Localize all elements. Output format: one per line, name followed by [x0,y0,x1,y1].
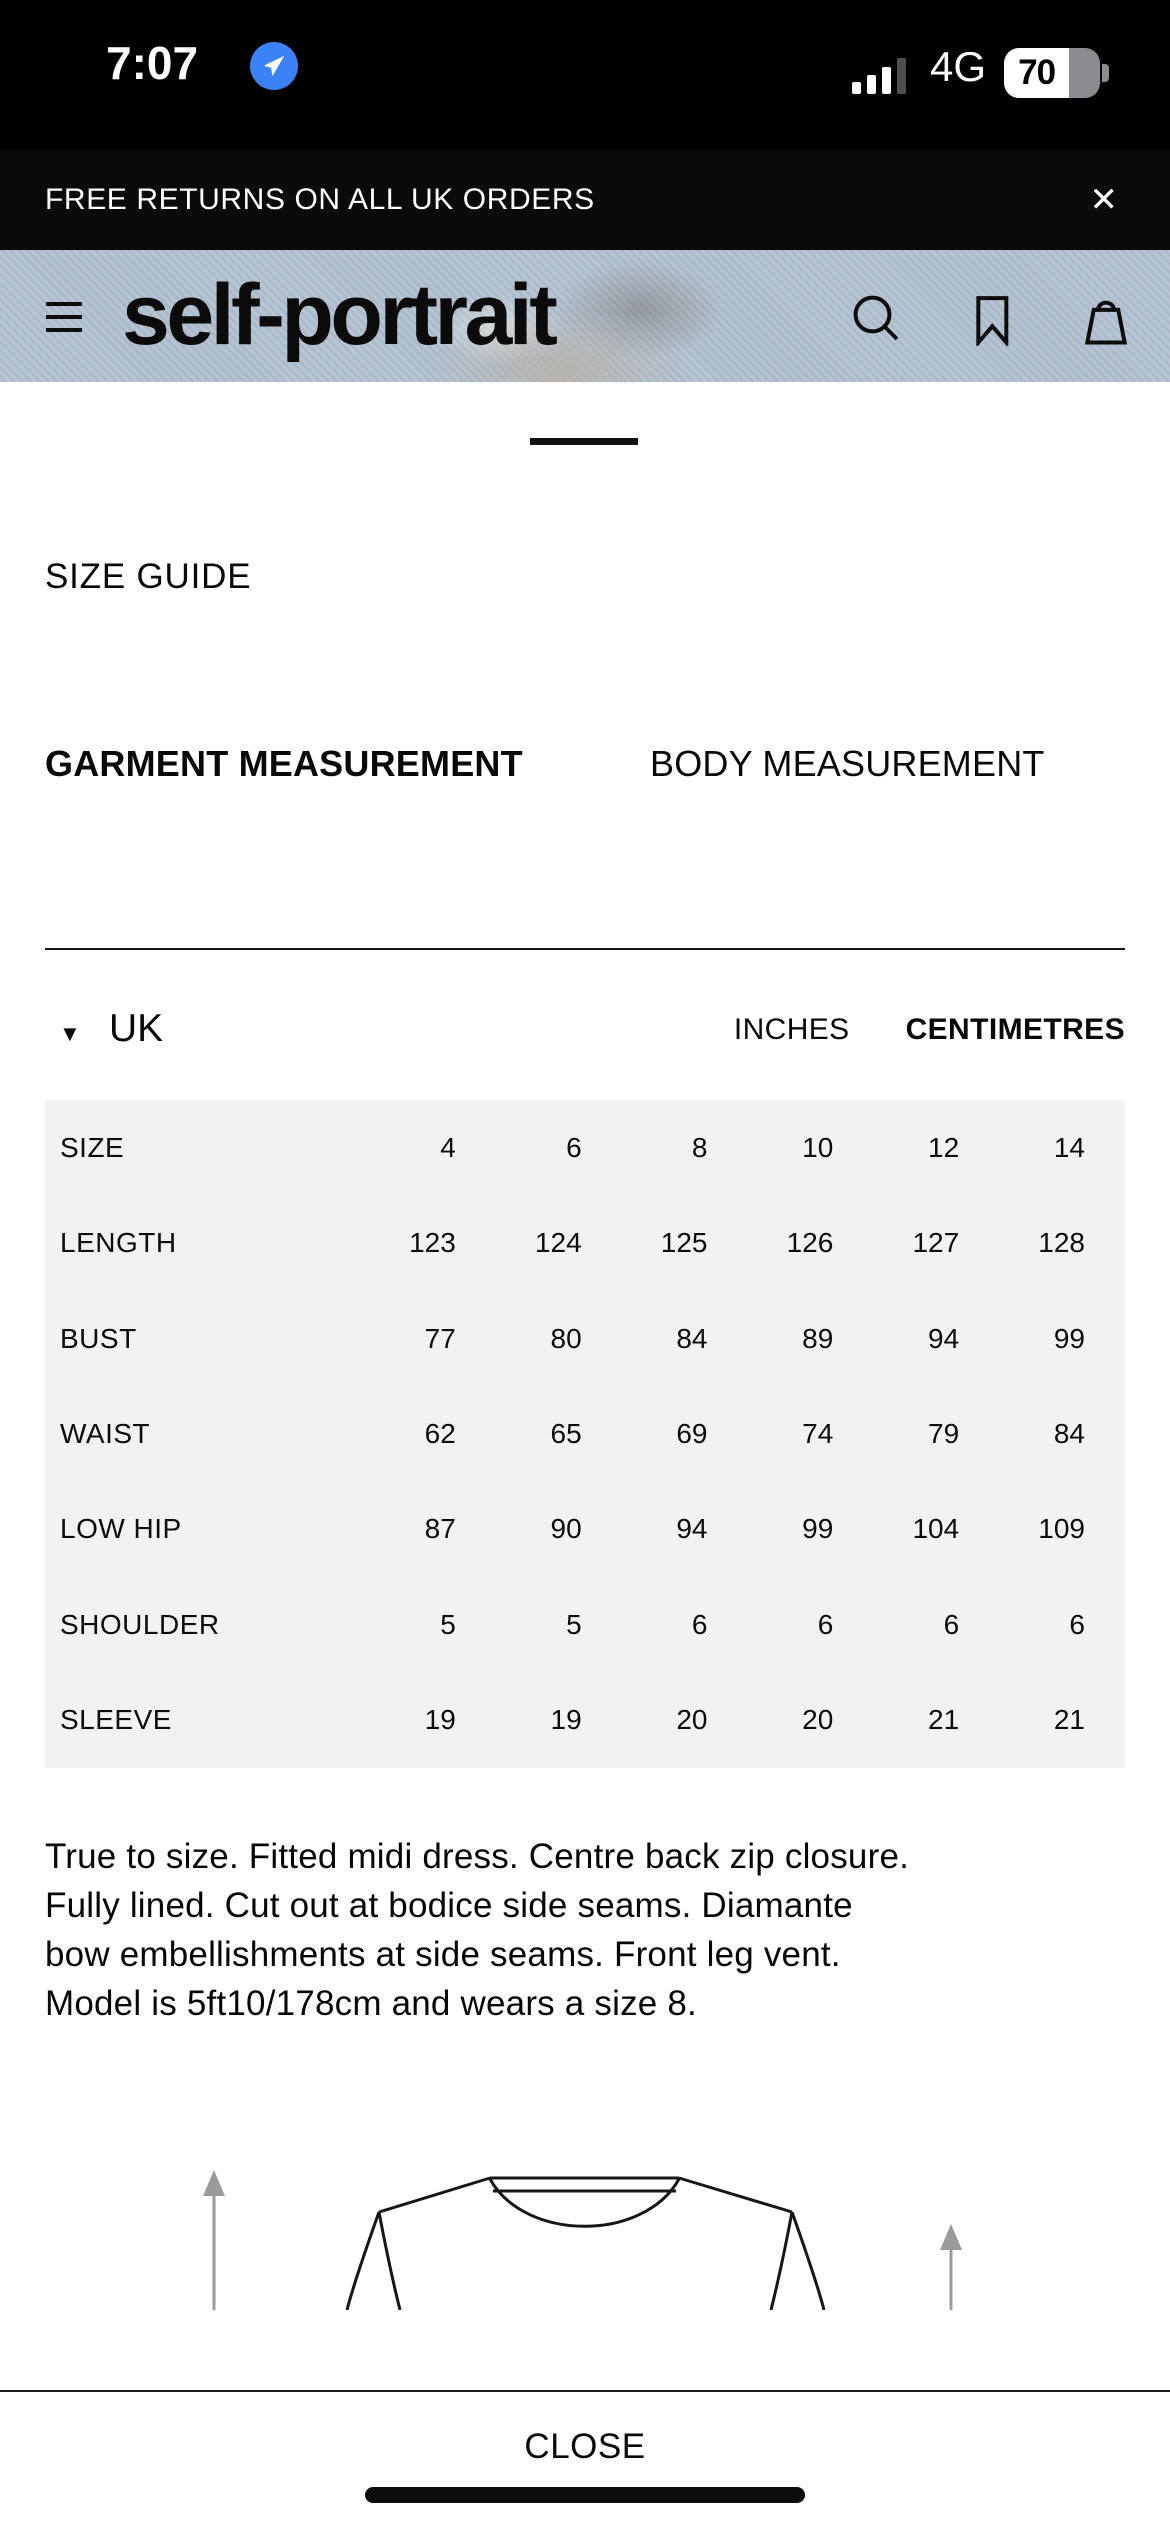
product-description: True to size. Fitted midi dress. Centre … [45,1832,1095,2028]
row-label: WAIST [60,1417,151,1449]
table-row: LOW HIP 87 90 94 99 104 109 [45,1482,1125,1577]
row-label: SHOULDER [60,1608,220,1640]
table-row: SHOULDER 5 5 6 6 6 6 [45,1577,1125,1672]
cell: 69 [676,1417,708,1449]
unit-toggle-centimetres[interactable]: CENTIMETRES [905,1013,1125,1046]
cell: 6 [691,1608,708,1640]
garment-diagram [203,2170,962,2310]
battery-nub [1102,64,1109,82]
site-header: self-portrait [0,250,1170,382]
cell: 104 [912,1513,960,1545]
tab-garment-measurement[interactable]: GARMENT MEASUREMENT [45,743,523,784]
cellular-signal-icon [852,58,912,94]
description-line: Fully lined. Cut out at bodice side seam… [45,1886,853,1925]
cell: 65 [550,1417,582,1449]
bookmark-icon[interactable] [962,290,1018,346]
network-type-label: 4G [930,43,987,90]
unit-toggle-inches[interactable]: INCHES [733,1013,850,1046]
cell: 123 [409,1227,456,1259]
promo-banner-text: FREE RETURNS ON ALL UK ORDERS [45,183,595,216]
cell: 8 [691,1131,708,1163]
tab-body-measurement[interactable]: BODY MEASUREMENT [650,743,1045,784]
close-button-label: CLOSE [524,2427,646,2466]
cell: 21 [1053,1704,1085,1736]
table-row: LENGTH 123 124 125 126 127 128 [45,1195,1125,1290]
cell: 80 [550,1322,582,1354]
table-row: WAIST 62 65 69 74 79 84 [45,1386,1125,1481]
cell: 84 [676,1322,708,1354]
page-title: SIZE GUIDE [45,557,252,596]
cell: 20 [802,1704,834,1736]
row-label: LOW HIP [60,1513,182,1545]
shopping-bag-icon[interactable] [1078,290,1134,346]
cell: 21 [928,1704,960,1736]
cell: 99 [1053,1322,1085,1354]
region-select[interactable]: UK [109,1007,164,1050]
cell: 10 [802,1131,834,1163]
cell: 12 [928,1131,960,1163]
cell: 124 [534,1227,582,1259]
home-indicator [365,2487,805,2503]
cell: 74 [802,1417,834,1449]
row-label: LENGTH [60,1227,177,1259]
cell: 94 [928,1322,960,1354]
footer-divider [0,2390,1170,2392]
sheet-drag-indicator[interactable] [530,438,638,445]
table-row: SIZE 4 6 8 10 12 14 [45,1100,1125,1195]
region-unit-row: ▼ UK INCHES CENTIMETRES [45,1005,1125,1061]
cell: 84 [1053,1417,1085,1449]
cell: 62 [424,1417,456,1449]
description-line: Model is 5ft10/178cm and wears a size 8. [45,1984,697,2023]
description-line: True to size. Fitted midi dress. Centre … [45,1837,910,1876]
measurement-table: SIZE 4 6 8 10 12 14 LENGTH 123 124 125 1… [45,1100,1125,1768]
cell: 6 [566,1131,582,1163]
status-bar: 7:07 4G 70 [0,0,1170,150]
cell: 87 [424,1513,456,1545]
cell: 6 [1069,1608,1085,1640]
cell: 109 [1038,1513,1085,1545]
cell: 5 [566,1608,582,1640]
cell: 19 [424,1704,456,1736]
promo-banner: FREE RETURNS ON ALL UK ORDERS ✕ [0,150,1170,250]
table-row: BUST 77 80 84 89 94 99 [45,1291,1125,1386]
row-label: BUST [60,1322,137,1354]
divider [45,948,1125,950]
brand-logo[interactable]: self-portrait [122,267,558,363]
row-label: SIZE [60,1131,125,1163]
status-time: 7:07 [106,37,199,89]
cell: 20 [676,1704,708,1736]
cell: 6 [943,1608,960,1640]
chevron-down-icon[interactable]: ▼ [59,1021,81,1046]
cell: 14 [1053,1131,1085,1163]
description-line: bow embellishments at side seams. Front … [45,1935,841,1974]
menu-icon[interactable] [46,302,82,332]
table-row: SLEEVE 19 19 20 20 21 21 [45,1673,1125,1768]
garment-outline [345,2176,826,2310]
cell: 19 [550,1704,582,1736]
length-arrow-right [940,2224,962,2310]
cell: 6 [817,1608,834,1640]
close-button[interactable]: CLOSE [0,2392,1170,2502]
cell: 90 [550,1513,582,1545]
cell: 77 [424,1322,456,1354]
search-icon[interactable] [848,290,904,346]
cell: 125 [660,1227,708,1259]
battery-percent: 70 [1018,53,1056,92]
cell: 126 [786,1227,834,1259]
row-label: SLEEVE [60,1704,172,1736]
cell: 89 [802,1322,834,1354]
length-arrow-left [203,2170,225,2310]
banner-close-icon[interactable]: ✕ [1089,181,1119,219]
cell: 5 [440,1608,456,1640]
cell: 99 [802,1513,834,1545]
battery-icon: 70 [1004,48,1100,98]
cell: 127 [912,1227,960,1259]
cell: 128 [1038,1227,1085,1259]
cell: 79 [928,1417,960,1449]
cell: 94 [676,1513,708,1545]
location-services-icon [250,42,298,90]
cell: 4 [440,1131,456,1163]
